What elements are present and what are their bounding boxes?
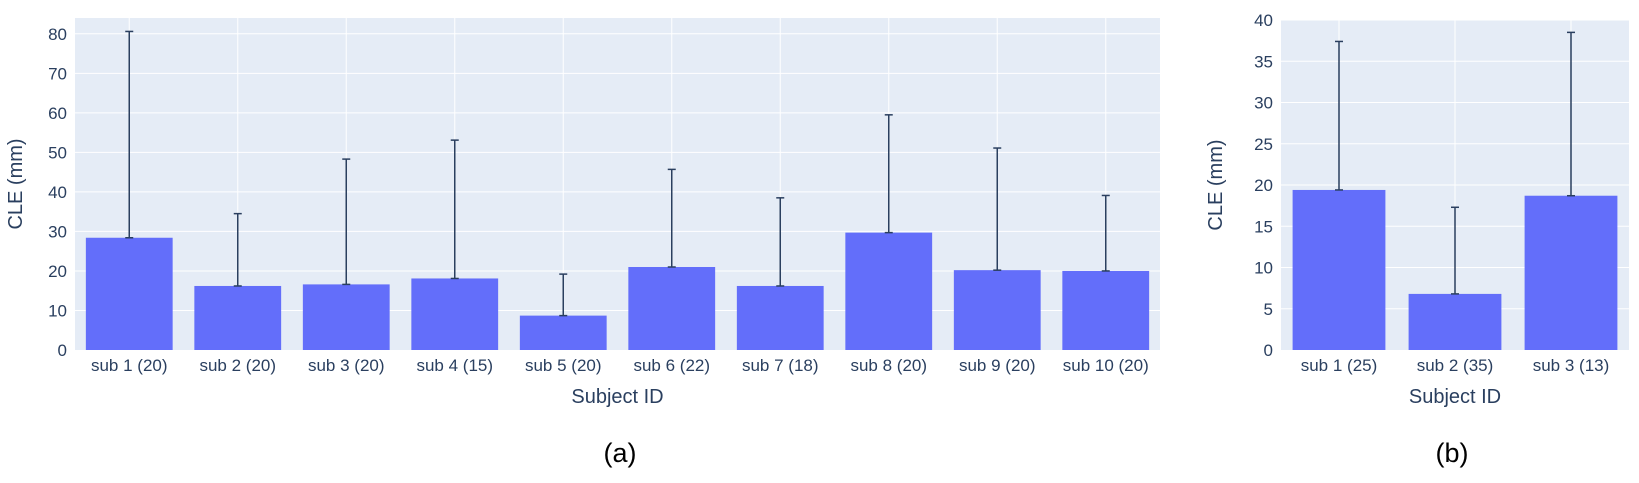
bar [628,267,716,350]
x-axis-title: Subject ID [571,386,663,408]
x-tick-label: sub 6 (22) [633,356,710,375]
y-tick-label: 10 [1254,259,1273,278]
y-tick-label: 50 [48,143,67,162]
y-tick-label: 0 [1264,341,1273,360]
x-axis-title: Subject ID [1409,386,1501,408]
bar [1062,270,1150,350]
y-tick-label: 30 [48,222,67,241]
y-tick-label: 15 [1254,217,1273,236]
y-tick-label: 5 [1264,300,1273,319]
y-axis-title: CLE (mm) [1205,139,1227,230]
bar [519,315,607,350]
panel-caption-a: (a) [604,438,637,468]
x-tick-label: sub 5 (20) [525,356,602,375]
x-tick-label: sub 4 (15) [416,356,493,375]
y-tick-label: 20 [48,262,67,281]
x-tick-label: sub 3 (20) [308,356,385,375]
x-tick-label: sub 7 (18) [742,356,819,375]
bar [302,284,390,350]
x-tick-label: sub 2 (20) [199,356,276,375]
bar [845,232,933,350]
x-tick-label: sub 1 (20) [91,356,168,375]
bar [411,278,499,350]
y-tick-label: 35 [1254,52,1273,71]
bar [1524,195,1618,350]
y-tick-label: 70 [48,64,67,83]
x-tick-label: sub 2 (35) [1417,356,1494,375]
x-tick-label: sub 3 (13) [1533,356,1610,375]
y-tick-label: 20 [1254,176,1273,195]
y-tick-label: 0 [58,341,67,360]
bar [953,270,1041,350]
x-tick-label: sub 8 (20) [850,356,927,375]
y-tick-label: 30 [1254,94,1273,113]
bar [1408,293,1502,350]
x-tick-label: sub 9 (20) [959,356,1036,375]
panel-caption-b: (b) [1436,438,1469,468]
y-tick-label: 60 [48,104,67,123]
bar [1292,189,1386,350]
bar [736,285,824,350]
y-tick-label: 10 [48,301,67,320]
y-tick-label: 25 [1254,135,1273,154]
chart-panel-a: 0 10 20 30 40 50 60 70 80 sub 1 (20) sub 2 (20) sub… [5,18,1160,408]
bar [85,237,173,350]
bar [194,285,282,350]
y-tick-label: 40 [48,183,67,202]
y-axis-title: CLE (mm) [5,138,27,229]
x-tick-label: sub 1 (25) [1301,356,1378,375]
x-tick-label: sub 10 (20) [1063,356,1149,375]
chart-panel-b: 0 5 10 15 20 25 30 35 40 sub 1 (25) sub 2 (35) sub … [1205,11,1629,408]
y-tick-label: 80 [48,25,67,44]
y-tick-label: 40 [1254,11,1273,30]
